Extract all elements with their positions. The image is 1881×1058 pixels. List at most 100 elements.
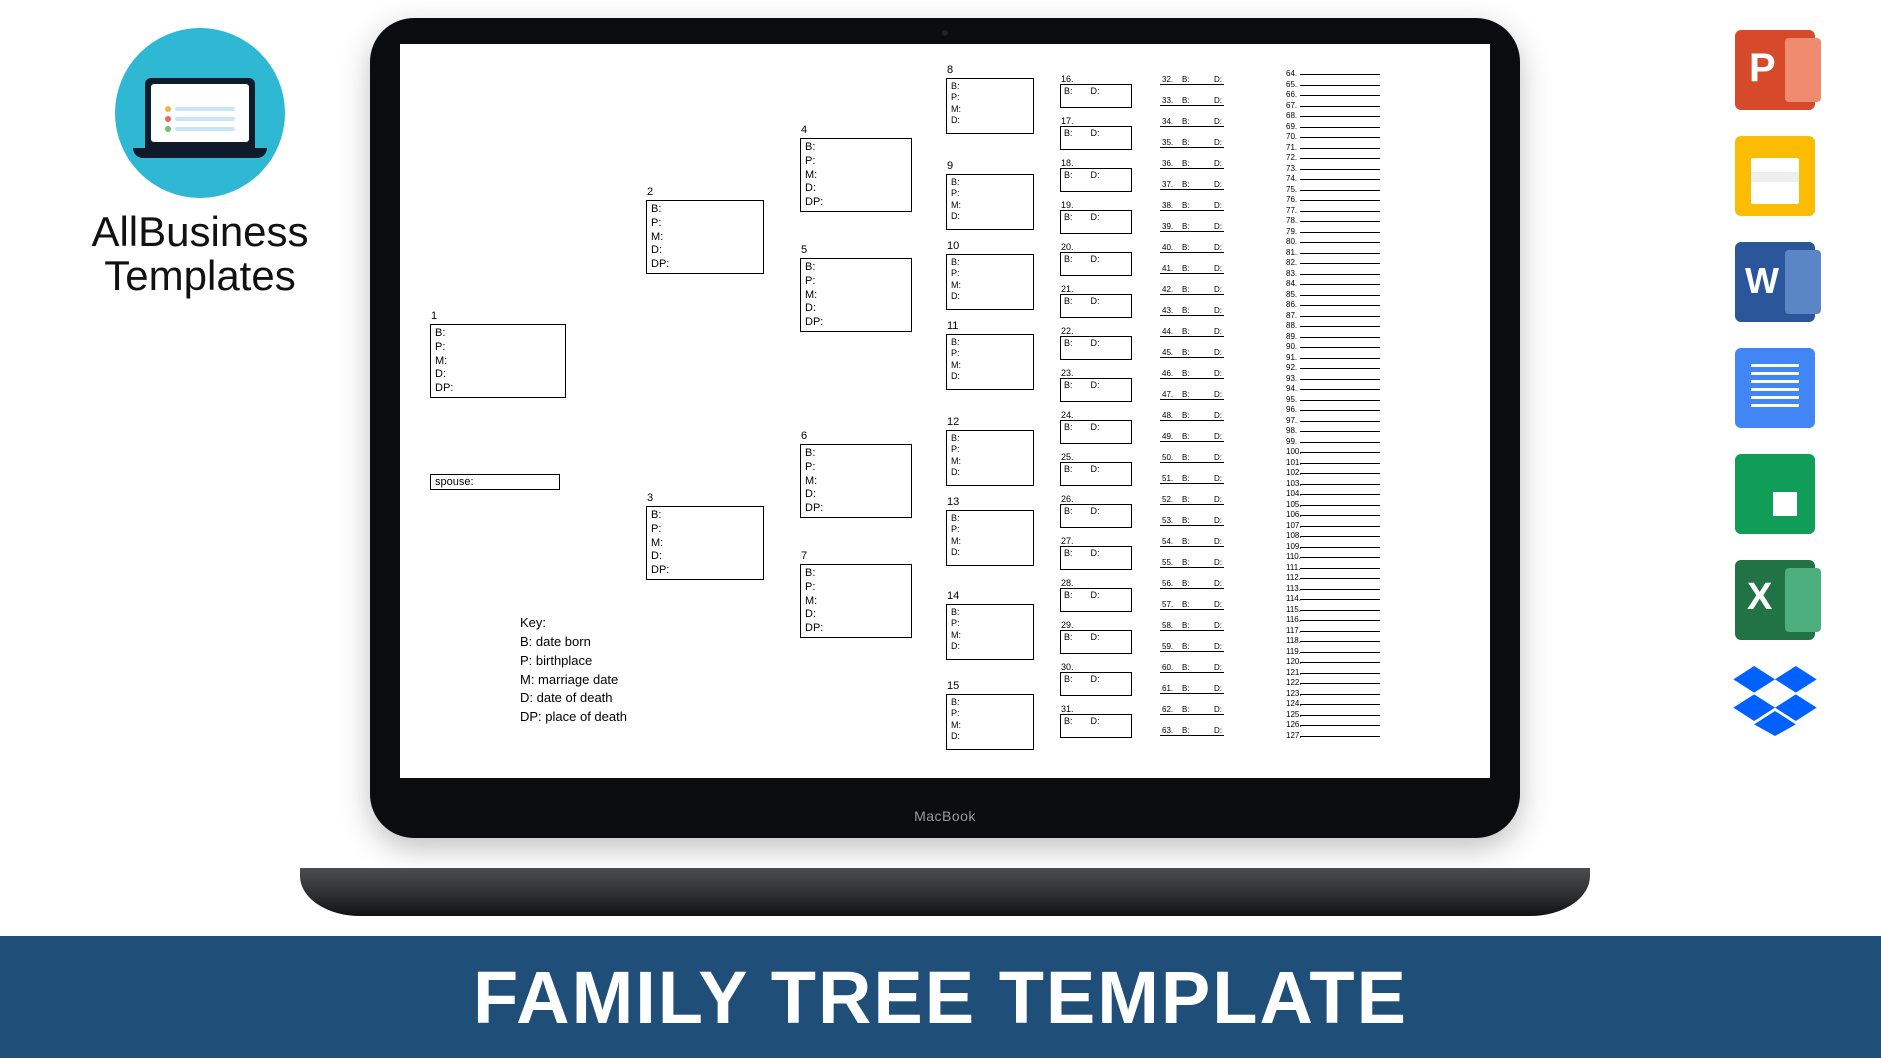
ancestor-slot-70: 70. xyxy=(1300,137,1380,138)
ancestor-slot-112: 112. xyxy=(1300,578,1380,579)
ancestor-slot-105: 105. xyxy=(1300,505,1380,506)
ancestor-slot-111: 111. xyxy=(1300,568,1380,569)
google-docs-icon[interactable] xyxy=(1735,348,1815,428)
ancestor-line-37: 37.B:D: xyxy=(1160,181,1224,190)
google-slides-icon[interactable] xyxy=(1735,136,1815,216)
ancestor-slot-113: 113. xyxy=(1300,589,1380,590)
ancestor-slot-87: 87. xyxy=(1300,316,1380,317)
ancestor-slot-107: 107. xyxy=(1300,526,1380,527)
ancestor-slot-118: 118. xyxy=(1300,641,1380,642)
ancestor-line-63: 63.B:D: xyxy=(1160,727,1224,736)
ancestor-box-27: 27.B:D: xyxy=(1060,546,1132,570)
powerpoint-icon[interactable] xyxy=(1735,30,1815,110)
ancestor-slot-106: 106. xyxy=(1300,515,1380,516)
ancestor-box-12: 12B:P:M:D: xyxy=(946,430,1034,486)
ancestor-slot-101: 101. xyxy=(1300,463,1380,464)
ancestor-box-9: 9B:P:M:D: xyxy=(946,174,1034,230)
ancestor-box-8: 8B:P:M:D: xyxy=(946,78,1034,134)
ancestor-box-11: 11B:P:M:D: xyxy=(946,334,1034,390)
ancestor-box-28: 28.B:D: xyxy=(1060,588,1132,612)
ancestor-box-21: 21.B:D: xyxy=(1060,294,1132,318)
ancestor-box-20: 20.B:D: xyxy=(1060,252,1132,276)
ancestor-slot-119: 119. xyxy=(1300,652,1380,653)
ancestor-slot-123: 123. xyxy=(1300,694,1380,695)
ancestor-line-32: 32.B:D: xyxy=(1160,76,1224,85)
ancestor-slot-72: 72. xyxy=(1300,158,1380,159)
ancestor-slot-120: 120. xyxy=(1300,662,1380,663)
ancestor-slot-117: 117. xyxy=(1300,631,1380,632)
ancestor-line-42: 42.B:D: xyxy=(1160,286,1224,295)
brand-logo-circle xyxy=(115,28,285,198)
legend-key: Key: B: date born P: birthplace M: marri… xyxy=(520,614,627,727)
ancestor-line-38: 38.B:D: xyxy=(1160,202,1224,211)
ancestor-line-43: 43.B:D: xyxy=(1160,307,1224,316)
ancestor-slot-103: 103. xyxy=(1300,484,1380,485)
ancestor-slot-69: 69. xyxy=(1300,127,1380,128)
ancestor-box-6: 6B:P:M:D:DP: xyxy=(800,444,912,518)
ancestor-box-1: 1B:P:M:D:DP: xyxy=(430,324,566,398)
ancestor-slot-124: 124. xyxy=(1300,704,1380,705)
ancestor-line-36: 36.B:D: xyxy=(1160,160,1224,169)
ancestor-line-59: 59.B:D: xyxy=(1160,643,1224,652)
ancestor-slot-79: 79. xyxy=(1300,232,1380,233)
ancestor-slot-126: 126. xyxy=(1300,725,1380,726)
ancestor-box-24: 24.B:D: xyxy=(1060,420,1132,444)
ancestor-box-5: 5B:P:M:D:DP: xyxy=(800,258,912,332)
ancestor-line-62: 62.B:D: xyxy=(1160,706,1224,715)
ancestor-box-3: 3B:P:M:D:DP: xyxy=(646,506,764,580)
ancestor-slot-89: 89. xyxy=(1300,337,1380,338)
ancestor-line-48: 48.B:D: xyxy=(1160,412,1224,421)
ancestor-line-49: 49.B:D: xyxy=(1160,433,1224,442)
ancestor-box-17: 17.B:D: xyxy=(1060,126,1132,150)
ancestor-line-56: 56.B:D: xyxy=(1160,580,1224,589)
ancestor-box-19: 19.B:D: xyxy=(1060,210,1132,234)
ancestor-slot-78: 78. xyxy=(1300,221,1380,222)
ancestor-line-51: 51.B:D: xyxy=(1160,475,1224,484)
ancestor-slot-64: 64. xyxy=(1300,74,1380,75)
ancestor-box-26: 26.B:D: xyxy=(1060,504,1132,528)
ancestor-line-53: 53.B:D: xyxy=(1160,517,1224,526)
brand-logo-laptop-icon xyxy=(145,78,255,148)
ancestor-slot-96: 96. xyxy=(1300,410,1380,411)
ancestor-slot-74: 74. xyxy=(1300,179,1380,180)
title-banner: FAMILY TREE TEMPLATE xyxy=(0,930,1881,1058)
ancestor-slot-83: 83. xyxy=(1300,274,1380,275)
brand-logo: AllBusinessTemplates xyxy=(70,28,330,298)
word-icon[interactable] xyxy=(1735,242,1815,322)
ancestor-slot-108: 108. xyxy=(1300,536,1380,537)
ancestor-slot-116: 116. xyxy=(1300,620,1380,621)
google-sheets-icon[interactable] xyxy=(1735,454,1815,534)
ancestor-line-60: 60.B:D: xyxy=(1160,664,1224,673)
ancestor-box-13: 13B:P:M:D: xyxy=(946,510,1034,566)
excel-icon[interactable] xyxy=(1735,560,1815,640)
ancestor-slot-71: 71. xyxy=(1300,148,1380,149)
ancestor-slot-104: 104. xyxy=(1300,494,1380,495)
ancestor-slot-90: 90. xyxy=(1300,347,1380,348)
ancestor-box-16: 16.B:D: xyxy=(1060,84,1132,108)
ancestor-line-47: 47.B:D: xyxy=(1160,391,1224,400)
ancestor-slot-65: 65. xyxy=(1300,85,1380,86)
ancestor-box-23: 23.B:D: xyxy=(1060,378,1132,402)
banner-title: FAMILY TREE TEMPLATE xyxy=(473,955,1408,1040)
laptop-mockup: spouse: Key: B: date born P: birthplace … xyxy=(370,18,1520,888)
ancestor-line-44: 44.B:D: xyxy=(1160,328,1224,337)
ancestor-slot-84: 84. xyxy=(1300,284,1380,285)
spouse-box: spouse: xyxy=(430,474,560,490)
ancestor-slot-97: 97. xyxy=(1300,421,1380,422)
dropbox-icon[interactable] xyxy=(1733,666,1817,736)
ancestor-slot-86: 86. xyxy=(1300,305,1380,306)
camera-icon xyxy=(942,30,948,36)
ancestor-box-4: 4B:P:M:D:DP: xyxy=(800,138,912,212)
ancestor-line-52: 52.B:D: xyxy=(1160,496,1224,505)
ancestor-slot-73: 73. xyxy=(1300,169,1380,170)
ancestor-box-22: 22.B:D: xyxy=(1060,336,1132,360)
ancestor-box-29: 29.B:D: xyxy=(1060,630,1132,654)
laptop-base xyxy=(300,868,1590,916)
ancestor-slot-102: 102. xyxy=(1300,473,1380,474)
ancestor-slot-80: 80. xyxy=(1300,242,1380,243)
ancestor-line-57: 57.B:D: xyxy=(1160,601,1224,610)
ancestor-slot-92: 92. xyxy=(1300,368,1380,369)
ancestor-slot-82: 82. xyxy=(1300,263,1380,264)
ancestor-slot-94: 94. xyxy=(1300,389,1380,390)
ancestor-slot-114: 114. xyxy=(1300,599,1380,600)
